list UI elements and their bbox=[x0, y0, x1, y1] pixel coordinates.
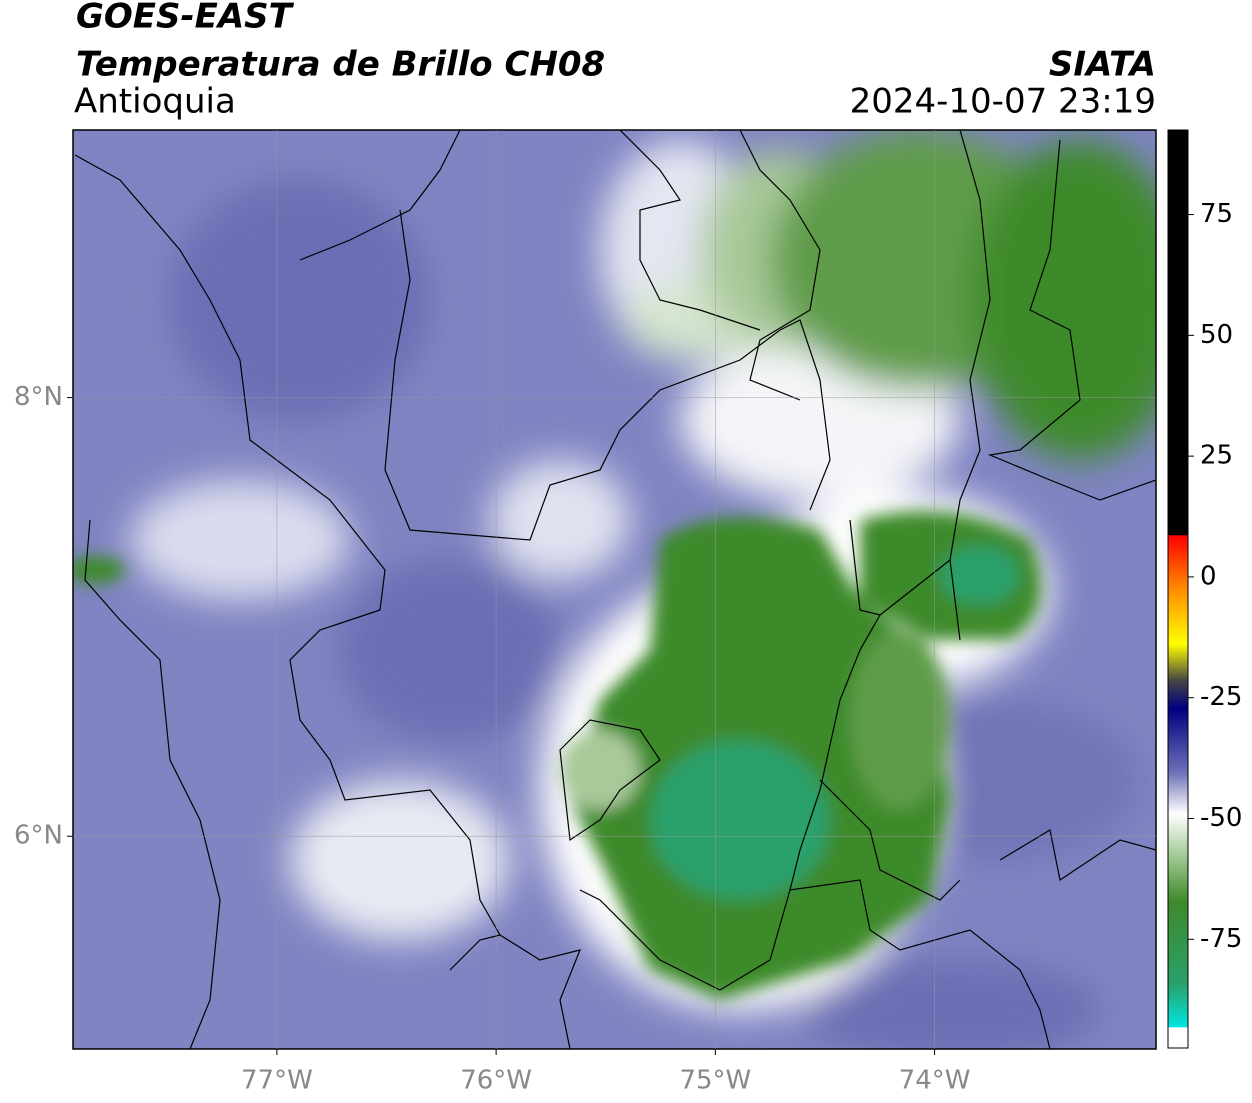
source: SIATA bbox=[1049, 45, 1156, 85]
y-tick-label: 8°N bbox=[14, 382, 63, 412]
x-tick-label: 76°W bbox=[460, 1066, 532, 1096]
colorbar-tick-label: -75 bbox=[1200, 924, 1242, 954]
x-tick-label: 74°W bbox=[899, 1066, 971, 1096]
colorbar-tick-label: -50 bbox=[1200, 803, 1242, 833]
colorbar-tick-label: 25 bbox=[1200, 441, 1233, 471]
borders bbox=[74, 130, 1156, 1049]
x-tick-label: 77°W bbox=[241, 1066, 313, 1096]
region: Antioquia bbox=[74, 82, 236, 122]
colorbar-tick-label: -25 bbox=[1200, 682, 1242, 712]
x-tick-label: 75°W bbox=[679, 1066, 751, 1096]
colorbar-tick-label: 0 bbox=[1200, 561, 1217, 591]
subtitle: Temperatura de Brillo CH08 bbox=[76, 45, 605, 85]
colorbar bbox=[1167, 129, 1189, 1049]
title: GOES-EAST bbox=[76, 0, 295, 37]
colorbar-tick-label: 75 bbox=[1200, 199, 1233, 229]
y-tick-label: 6°N bbox=[14, 821, 63, 851]
map-field bbox=[73, 130, 1156, 1049]
timestamp: 2024-10-07 23:19 bbox=[850, 82, 1156, 122]
colorbar-tick-label: 50 bbox=[1200, 320, 1233, 350]
map-frame bbox=[72, 129, 1157, 1050]
